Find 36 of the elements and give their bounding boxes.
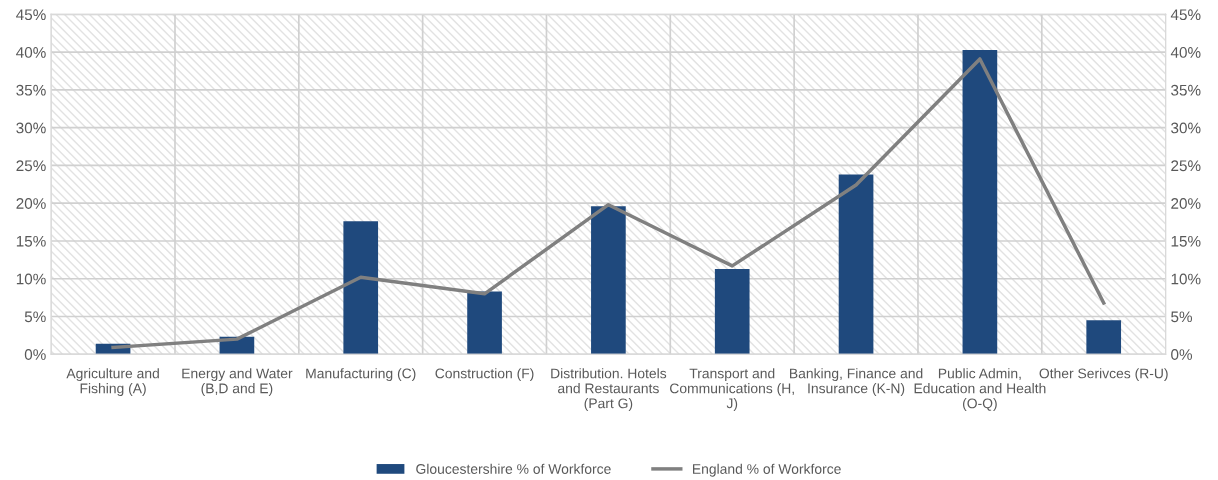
bar [343,221,379,355]
y-tick-label: 10% [16,273,46,285]
x-tick-label: Construction (F) [435,368,534,382]
bar [838,174,874,355]
y-tick-label: 20% [16,198,46,209]
y2-tick-label: 25% [1171,160,1201,172]
x-tick-label: Manufacturing (C) [306,368,416,382]
y2-tick-label: 45% [1170,9,1201,21]
line-series [111,57,1106,350]
y-tick-label: 30% [16,122,46,134]
y2-tick-label: 35% [1171,84,1201,96]
y2-tick-label: 15% [1171,235,1201,247]
y2-tick-label: 5% [1171,311,1193,323]
bar [714,268,750,355]
y2-tick-label: 10% [1171,273,1201,285]
y-tick-label: 15% [16,235,46,247]
y-tick-label: 5% [24,311,46,323]
bar [467,291,502,355]
y-tick-label: 0% [24,349,46,360]
y2-tick-label: 20% [1171,198,1201,209]
bar [962,49,998,355]
x-tick-label: Agriculture and Fishing (A) [66,368,159,397]
bar [1086,320,1122,355]
legend-label: Gloucestershire % of Workforce [416,463,611,474]
x-tick-label: Other Serivces (R-U) [1039,368,1168,382]
y-tick-label: 35% [16,84,46,96]
y-tick-label: 45% [16,9,46,21]
y2-tick-label: 30% [1171,122,1201,134]
y2-tick-label: 0% [1171,349,1193,360]
x-tick-label: Energy and Water (B,D and E) [182,368,293,397]
y-tick-label: 25% [16,160,46,172]
x-tick-label: Distribution. Hotels and Restaurants (Part G) [551,368,667,411]
bar [591,206,626,355]
y-tick-label: 40% [16,47,46,58]
legend-label: England % of Workforce [693,463,841,477]
y2-tick-label: 40% [1170,47,1201,58]
